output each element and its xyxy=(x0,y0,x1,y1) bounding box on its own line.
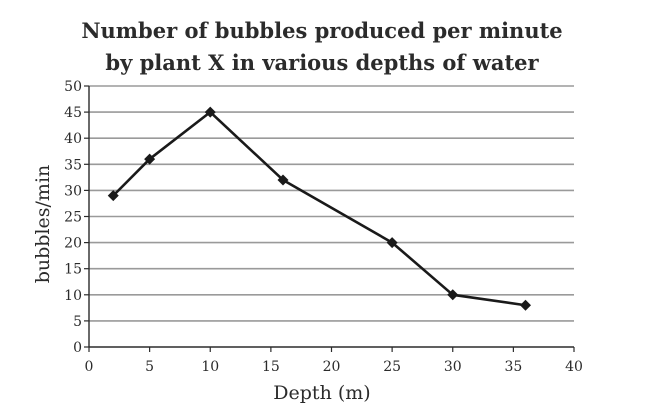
x-tick-label: 25 xyxy=(383,359,401,375)
data-point-marker xyxy=(447,289,459,301)
data-point-marker xyxy=(520,299,531,311)
x-axis-label: Depth (m) xyxy=(273,382,370,404)
y-axis-label: bubbles/min xyxy=(32,165,54,284)
axes: 0 5 10 15 20 25 30 35 40 45 50 0 5 10 15 20 25 30 35 40 xyxy=(64,79,583,375)
y-tick-label: 45 xyxy=(64,105,82,121)
y-tick-label: 20 xyxy=(64,236,82,252)
y-tick-label: 25 xyxy=(64,210,82,226)
data-point-marker xyxy=(277,174,289,186)
y-tick-label: 15 xyxy=(64,262,82,278)
y-tick-label: 10 xyxy=(64,288,82,304)
gridlines xyxy=(89,85,574,322)
x-tick-label: 40 xyxy=(565,359,583,375)
x-tick-label: 20 xyxy=(323,359,341,375)
data-series xyxy=(107,106,531,311)
y-tick-label: 35 xyxy=(64,157,82,173)
data-point-marker xyxy=(144,153,156,165)
data-point-marker xyxy=(204,106,216,118)
y-tick-label: 0 xyxy=(73,340,82,356)
y-tick-label: 40 xyxy=(64,131,82,147)
x-tick-label: 30 xyxy=(444,359,462,375)
x-tick-label: 10 xyxy=(201,359,219,375)
chart-title-line-1: Number of bubbles produced per minute xyxy=(81,18,562,43)
x-tick-label: 5 xyxy=(145,359,154,375)
y-tick-label: 50 xyxy=(64,79,82,95)
data-point-marker xyxy=(107,190,119,202)
x-tick-label: 15 xyxy=(262,359,280,375)
data-point-marker xyxy=(386,237,398,249)
y-tick-label: 30 xyxy=(64,183,82,199)
series-line xyxy=(112,110,526,307)
x-tick-label: 0 xyxy=(85,359,94,375)
y-tick-label: 5 xyxy=(73,314,82,330)
x-tick-label: 35 xyxy=(504,359,522,375)
chart-title-line-2: by plant X in various depths of water xyxy=(105,50,539,75)
